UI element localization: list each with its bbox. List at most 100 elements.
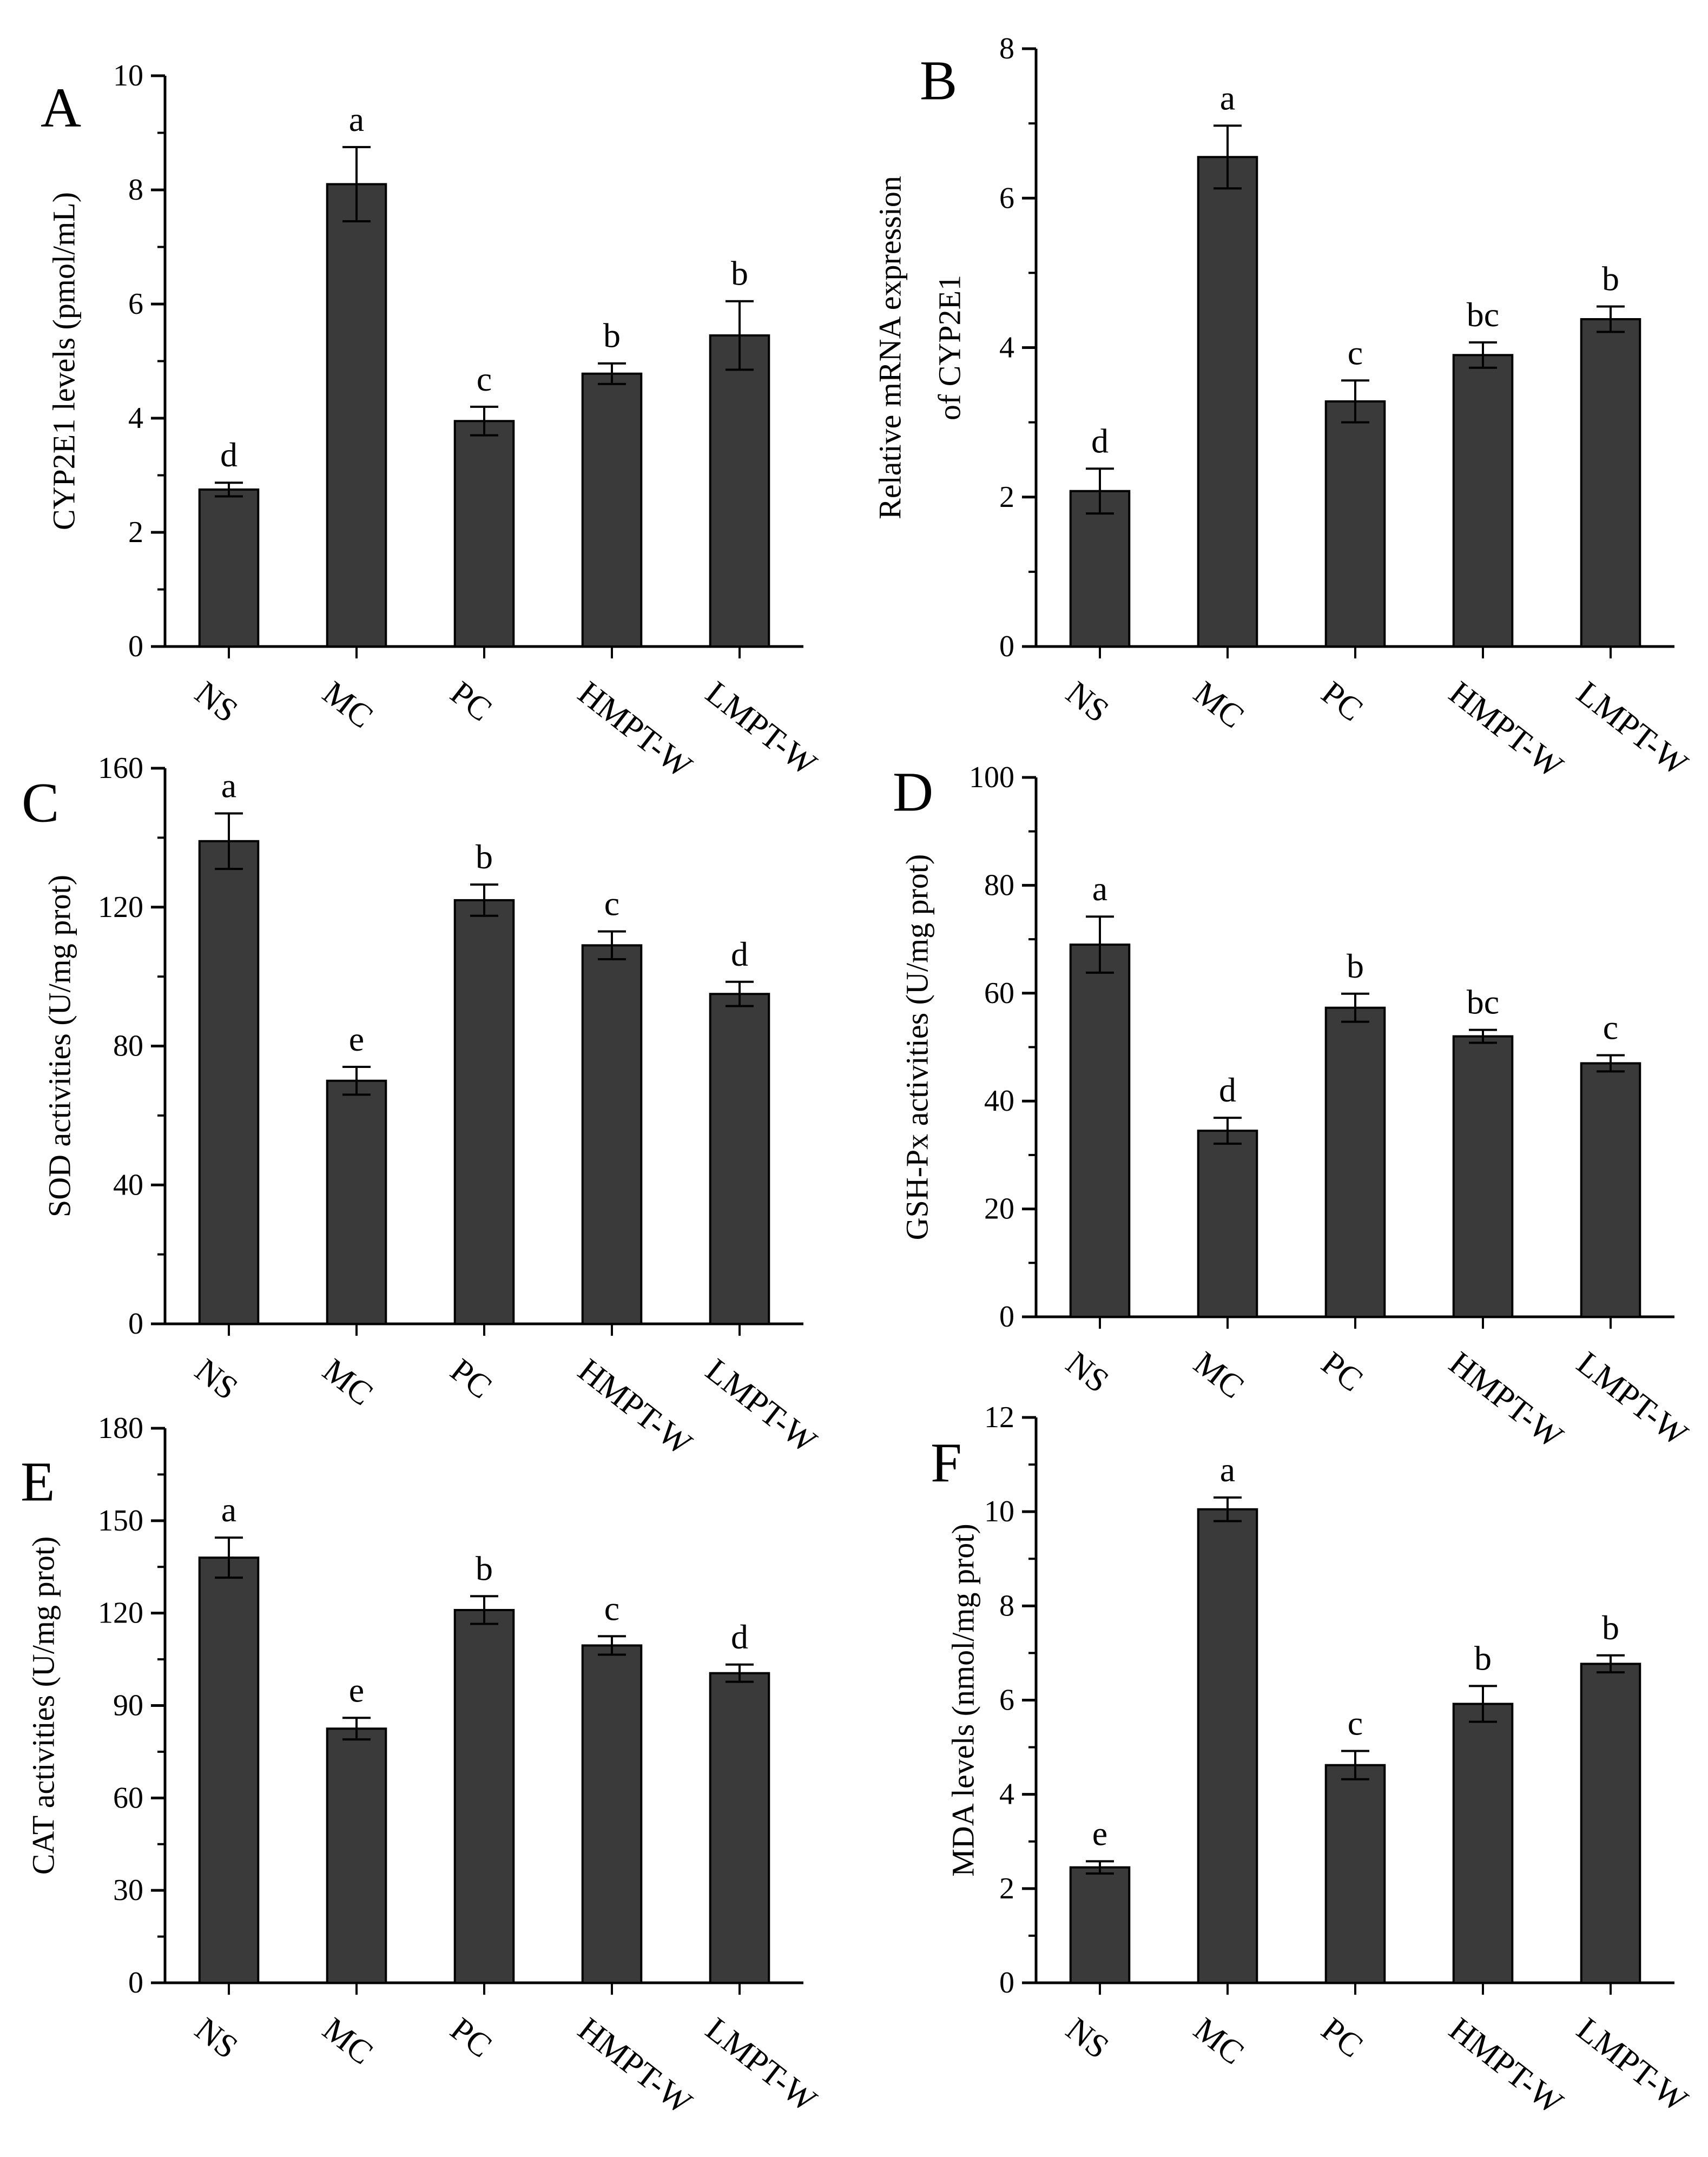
x-tick-label: PC [444,2010,499,2064]
x-tick-label: NS [1059,674,1116,729]
y-axis-label: CYP2E1 levels (pmol/mL) [47,192,82,530]
y-axis-label: SOD activities (U/mg prot) [42,875,77,1217]
x-tick-label: HMPT-W [571,674,699,785]
bar [1324,1764,1386,1984]
significance-label: c [477,360,492,398]
x-tick-label: MC [316,2010,380,2072]
panel-label: C [22,772,59,834]
panel-a: A 0 2 4 6 8 10 CYP2E1 levels (pmol/mL) d NS a MC c PC… [41,59,823,786]
y-tick-label: 150 [98,1504,143,1538]
bar [1069,490,1131,648]
bar [1324,1006,1386,1318]
y-tick-label: 8 [999,1589,1014,1622]
y-axis-label: GSH-Px activities (U/mg prot) [900,854,935,1241]
significance-label: a [1220,1450,1235,1489]
y-tick-label: 8 [128,173,143,207]
x-tick-label: MC [1187,2010,1251,2072]
significance-label: e [349,1671,364,1709]
bar [326,1079,387,1325]
y-tick-label: 0 [999,630,1014,663]
significance-label: d [1219,1071,1236,1109]
y-tick-label: 0 [999,1300,1014,1334]
significance-label: b [476,1549,493,1587]
significance-label: bc [1467,295,1499,334]
significance-label: a [349,100,364,138]
y-tick-label: 120 [98,1597,143,1630]
bar [1580,1062,1641,1318]
x-tick-label: LMPT-W [699,2010,823,2119]
y-tick-label: 120 [98,890,143,924]
y-tick-label: 2 [999,480,1014,514]
x-tick-label: HMPT-W [571,1351,699,1462]
bar [1324,400,1386,648]
y-tick-label: 0 [999,1966,1014,2000]
bar [453,899,515,1325]
bar [1069,944,1131,1318]
x-tick-label: LMPT-W [1570,674,1694,783]
significance-label: b [1474,1639,1492,1677]
significance-label: d [731,1618,748,1656]
y-tick-label: 40 [984,1084,1014,1118]
x-tick-label: NS [188,2010,245,2066]
x-tick-label: HMPT-W [1442,2010,1570,2121]
bar [581,372,643,648]
significance-label: bc [1467,983,1499,1021]
panel-f: F 0 2 4 6 8 10 12 MDA levels (nmol/mg prot) e NS a M… [931,1401,1694,2122]
significance-label: d [731,935,748,973]
panel-e: E 0 30 60 90 120 150 180 CAT activities (U/mg pr… [21,1411,823,2122]
bar [198,840,260,1325]
bar [198,488,260,648]
y-tick-label: 10 [984,1495,1014,1528]
y-tick-label: 180 [98,1411,143,1445]
significance-label: a [221,766,236,804]
bar [709,1672,770,1984]
bar [709,993,770,1325]
bar [453,1608,515,1984]
y-axis-label: of CYP2E1 [932,275,967,420]
y-tick-label: 80 [984,868,1014,902]
x-tick-label: NS [188,1351,245,1407]
panel-label: A [41,77,81,139]
bar [709,334,770,648]
bar [581,944,643,1325]
x-tick-label: MC [1187,674,1251,735]
significance-label: b [1602,1608,1619,1647]
bar [1197,1130,1258,1318]
y-tick-label: 60 [113,1781,143,1815]
x-tick-label: HMPT-W [1442,674,1570,785]
significance-label: d [1091,421,1109,460]
x-tick-label: HMPT-W [1442,1344,1570,1455]
significance-label: c [604,885,619,923]
y-tick-label: 4 [999,1778,1014,1811]
y-tick-label: 4 [999,331,1014,365]
bar [1197,156,1258,648]
significance-label: a [1092,869,1107,908]
panel-d: D 0 20 40 60 80 100 GSH-Px activities (U/mg pro… [893,761,1694,1456]
x-tick-label: PC [1315,674,1370,728]
y-tick-label: 6 [999,181,1014,215]
x-tick-label: NS [1059,2010,1116,2066]
y-tick-label: 0 [128,1966,143,2000]
bar [326,1727,387,1984]
y-tick-label: 100 [969,761,1014,794]
bar [198,1556,260,1984]
bar [1452,1703,1514,1984]
significance-label: a [1220,78,1235,117]
x-tick-label: PC [1315,2010,1370,2064]
y-tick-label: 160 [98,751,143,785]
x-tick-label: LMPT-W [1570,1344,1694,1453]
significance-label: b [1347,947,1364,985]
panel-label: F [931,1432,962,1494]
bar [1580,318,1641,648]
significance-label: e [349,1020,364,1058]
y-tick-label: 8 [999,32,1014,65]
y-tick-label: 6 [128,287,143,321]
panel-b: B 0 2 4 6 8 Relative mRNA expression of CYP2E1 d… [873,32,1695,786]
y-tick-label: 30 [113,1874,143,1907]
x-tick-label: PC [444,1351,499,1406]
significance-label: c [1603,1008,1618,1046]
significance-label: c [1348,333,1363,372]
y-axis-label: MDA levels (nmol/mg prot) [946,1523,981,1876]
x-tick-label: LMPT-W [699,1351,823,1460]
